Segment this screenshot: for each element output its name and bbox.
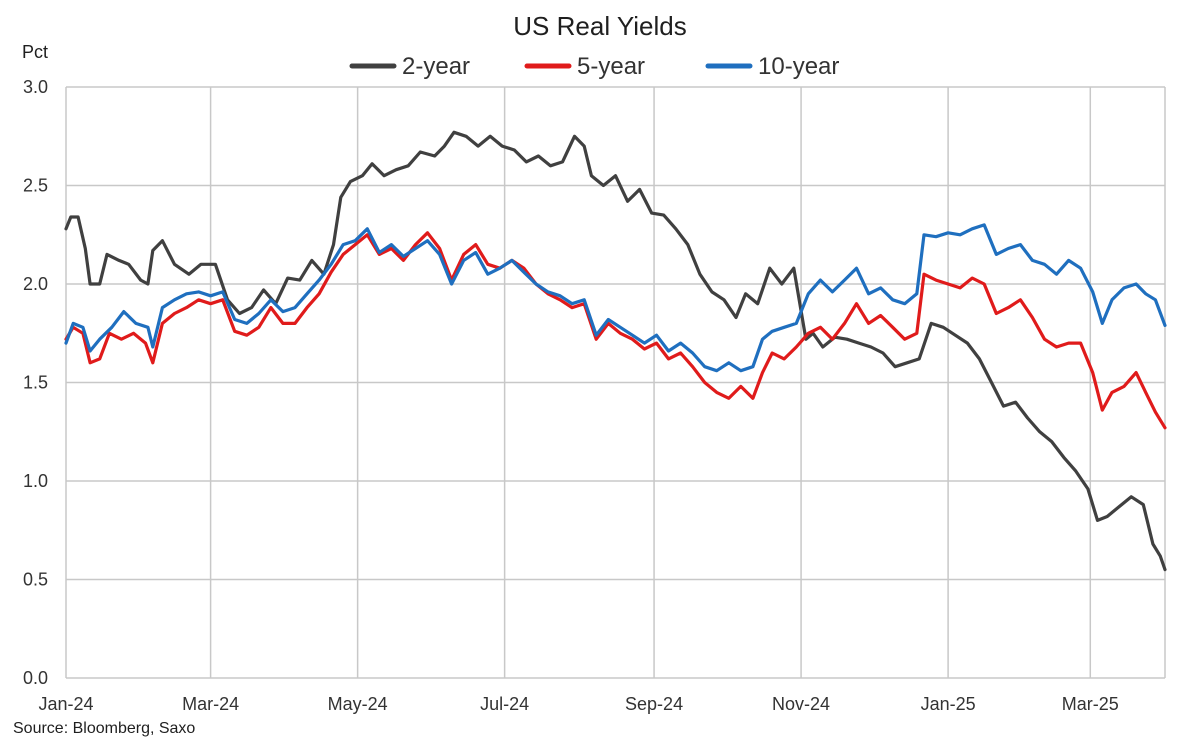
y-axis-ticks: 0.0 0.5 1.0 1.5 2.0 2.5 3.0 bbox=[23, 77, 48, 688]
y-tick-label: 2.5 bbox=[23, 176, 48, 196]
series-line-10-year bbox=[64, 223, 1167, 373]
x-tick-label: Jan-25 bbox=[921, 694, 976, 714]
legend-label: 2-year bbox=[402, 53, 470, 80]
y-tick-label: 2.0 bbox=[23, 274, 48, 294]
y-tick-label: 1.0 bbox=[23, 471, 48, 491]
source-note: Source: Bloomberg, Saxo bbox=[13, 720, 195, 737]
legend: 2-year 5-year 10-year bbox=[349, 53, 839, 80]
x-tick-label: Sep-24 bbox=[625, 694, 683, 714]
x-tick-label: May-24 bbox=[328, 694, 388, 714]
x-axis-ticks: Jan-24 Mar-24 May-24 Jul-24 Sep-24 Nov-24 Jan-… bbox=[38, 694, 1118, 714]
y-tick-label: 0.0 bbox=[23, 668, 48, 688]
y-unit-label: Pct bbox=[22, 42, 48, 62]
legend-label: 10-year bbox=[758, 53, 839, 80]
series-lines bbox=[64, 130, 1167, 572]
series-line-5-year bbox=[64, 231, 1167, 430]
series-line-2-year bbox=[64, 130, 1167, 572]
x-tick-label: Jan-24 bbox=[38, 694, 93, 714]
chart-title: US Real Yields bbox=[513, 11, 686, 41]
y-tick-label: 1.5 bbox=[23, 373, 48, 393]
x-tick-label: Jul-24 bbox=[480, 694, 529, 714]
y-tick-label: 0.5 bbox=[23, 570, 48, 590]
x-tick-label: Mar-25 bbox=[1062, 694, 1119, 714]
x-tick-label: Mar-24 bbox=[182, 694, 239, 714]
y-tick-label: 3.0 bbox=[23, 77, 48, 97]
grid bbox=[65, 86, 1166, 679]
legend-label: 5-year bbox=[577, 53, 645, 80]
x-tick-label: Nov-24 bbox=[772, 694, 830, 714]
